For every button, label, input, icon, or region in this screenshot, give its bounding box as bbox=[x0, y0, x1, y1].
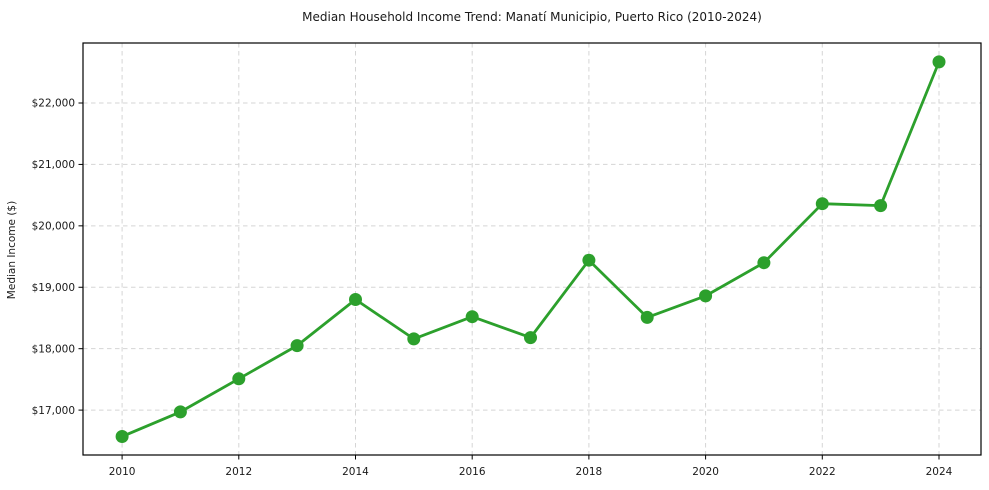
gridlines bbox=[83, 43, 981, 455]
data-point-2023 bbox=[874, 199, 888, 213]
data-point-2013 bbox=[290, 339, 304, 353]
data-point-2022 bbox=[815, 197, 829, 211]
data-point-2010 bbox=[115, 430, 129, 443]
y-tick-label: $20,000 bbox=[32, 221, 75, 233]
data-point-2020 bbox=[699, 289, 713, 303]
x-tick-label: 2020 bbox=[692, 466, 719, 478]
x-tick-label: 2018 bbox=[576, 466, 603, 478]
data-point-2011 bbox=[173, 405, 187, 419]
plot-border bbox=[82, 42, 982, 456]
y-tick-label: $18,000 bbox=[32, 343, 75, 355]
x-tick-label: 2010 bbox=[109, 466, 136, 478]
data-point-2012 bbox=[232, 372, 246, 386]
axis-ticks bbox=[78, 102, 940, 460]
y-tick-label: $22,000 bbox=[32, 98, 75, 110]
data-point-2017 bbox=[524, 331, 537, 345]
y-axis-label: Median Income ($) bbox=[6, 201, 18, 299]
x-tick-label: 2022 bbox=[809, 466, 836, 478]
data-point-2024 bbox=[932, 55, 946, 69]
data-point-2014 bbox=[349, 293, 362, 306]
data-point-2016 bbox=[465, 310, 479, 324]
x-tick-label: 2024 bbox=[926, 466, 953, 478]
y-tick-label: $21,000 bbox=[32, 159, 75, 171]
data-point-2015 bbox=[407, 332, 421, 346]
y-tick-label: $17,000 bbox=[32, 405, 75, 417]
data-point-2021 bbox=[757, 256, 771, 270]
data-point-2019 bbox=[640, 310, 654, 324]
y-tick-label: $19,000 bbox=[32, 282, 75, 294]
chart-title: Median Household Income Trend: Manatí Mu… bbox=[302, 10, 762, 24]
tick-labels: $17,000 $18,000 $19,000 $20,000 $21,000 $22,0… bbox=[32, 98, 953, 478]
data-point-2018 bbox=[582, 253, 596, 267]
x-tick-label: 2012 bbox=[225, 466, 252, 478]
x-tick-label: 2014 bbox=[342, 466, 369, 478]
income-trend-series bbox=[115, 55, 946, 443]
x-tick-label: 2016 bbox=[459, 466, 486, 478]
